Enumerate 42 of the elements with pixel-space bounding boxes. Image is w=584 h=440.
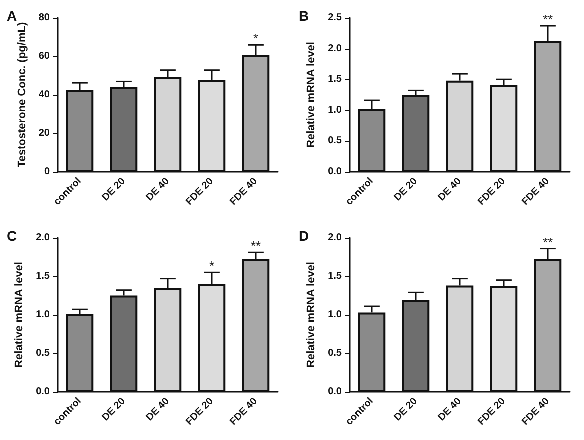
y-tick-label: 1.5 <box>328 74 342 86</box>
x-tick-label: DE 20 <box>100 396 128 424</box>
y-axis-title: Relative mRNA level <box>306 42 318 148</box>
x-tick-label: DE 20 <box>392 396 420 424</box>
annotation: ** <box>542 12 554 28</box>
chart-title: D <box>299 228 310 244</box>
y-axis-title: Relative mRNA level <box>14 262 26 368</box>
chart-title: C <box>7 228 18 244</box>
x-tick-label: DE 40 <box>436 396 464 424</box>
x-tick-label: DE 40 <box>144 396 172 424</box>
y-tick-label: 2.5 <box>328 12 342 24</box>
y-tick-label: 0.0 <box>328 166 342 178</box>
y-tick-label: 0 <box>44 166 50 178</box>
y-tick-label: 1.5 <box>328 271 342 282</box>
y-tick-label: 1.0 <box>36 310 50 320</box>
y-tick-label: 2.0 <box>36 232 50 244</box>
y-tick-label: 20 <box>38 128 50 139</box>
x-tick-label: DE 20 <box>392 176 420 204</box>
y-tick-label: 0.5 <box>328 136 342 147</box>
annotation: * <box>253 30 259 46</box>
annotation: ** <box>542 234 554 250</box>
y-tick-label: 1.0 <box>328 104 342 116</box>
y-tick-label: 0.0 <box>328 386 342 398</box>
y-tick-label: 0.5 <box>328 348 342 359</box>
y-tick-label: 60 <box>38 51 50 62</box>
y-tick-label: 2.0 <box>328 43 342 54</box>
y-axis-title: Testosterone Conc. (pg/mL) <box>16 22 28 168</box>
y-axis-title: Relative mRNA level <box>306 262 318 368</box>
y-tick-label: 1.0 <box>328 310 342 320</box>
annotation: * <box>209 258 215 274</box>
y-tick-label: 0.5 <box>36 348 50 359</box>
y-tick-label: 1.5 <box>36 271 50 282</box>
y-tick-label: 2.0 <box>328 232 342 244</box>
chart-title: A <box>7 8 18 24</box>
annotation: ** <box>250 238 262 254</box>
y-tick-label: 0.0 <box>36 386 50 398</box>
x-tick-label: DE 40 <box>436 176 464 204</box>
y-tick-label: 80 <box>38 12 50 24</box>
x-tick-label: DE 20 <box>100 176 128 204</box>
y-tick-label: 40 <box>38 90 50 100</box>
chart-title: B <box>299 8 310 24</box>
x-tick-label: DE 40 <box>144 176 172 204</box>
